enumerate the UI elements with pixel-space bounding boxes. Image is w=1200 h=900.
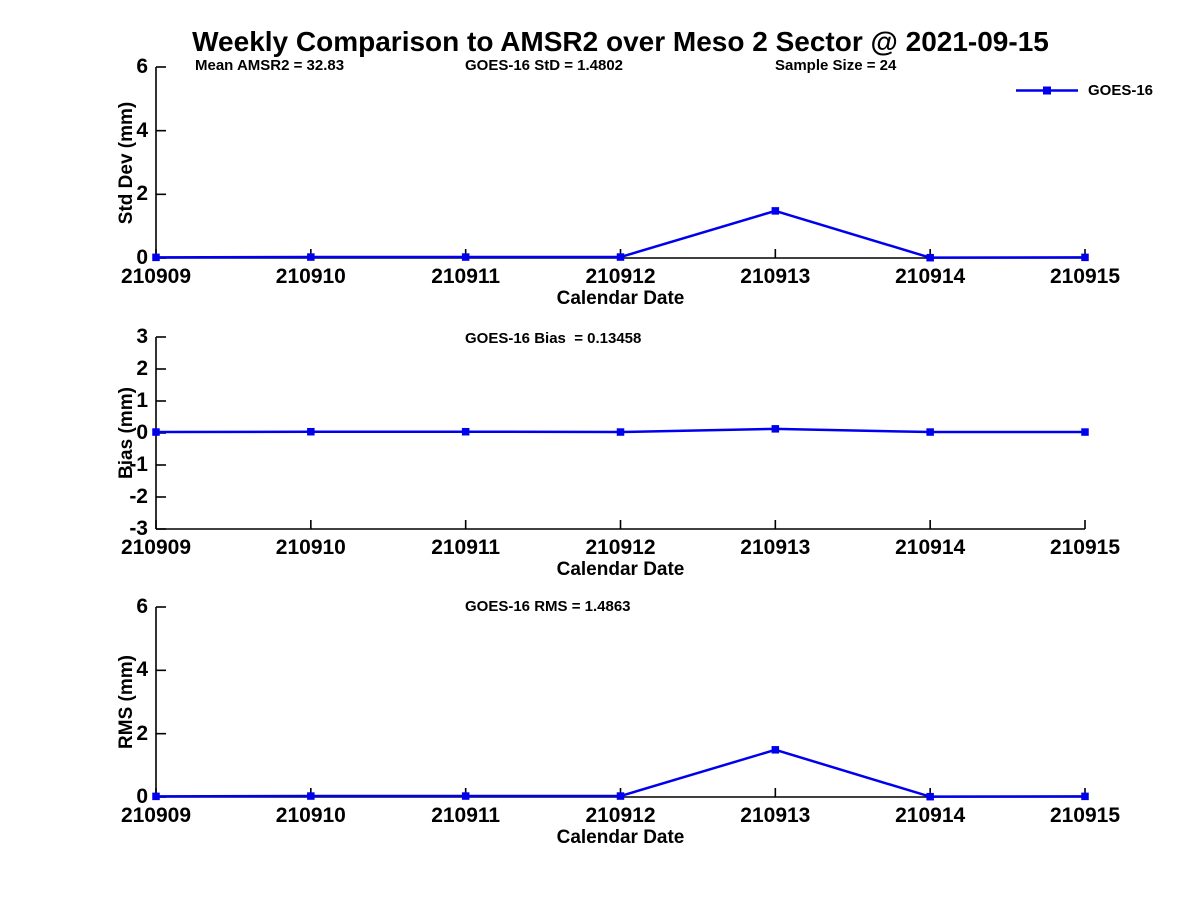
stat-annotation: Sample Size = 24 — [775, 57, 897, 74]
data-point-marker — [152, 253, 160, 262]
stat-annotation: GOES-16 RMS = 1.4863 — [465, 598, 631, 615]
data-point-marker — [771, 207, 780, 215]
y-tick-label: -1 — [129, 453, 148, 476]
x-axis-label: Calendar Date — [556, 827, 685, 848]
data-point-marker — [616, 428, 625, 436]
data-point-marker — [1081, 792, 1089, 801]
data-point-marker — [926, 253, 934, 262]
y-tick-label: -3 — [129, 517, 148, 540]
data-point-marker — [616, 253, 625, 261]
data-point-marker — [461, 792, 470, 800]
stat-annotation: GOES-16 Bias = 0.13458 — [465, 330, 642, 347]
x-tick-label: 210911 — [431, 804, 501, 827]
stat-annotation: GOES-16 StD = 1.4802 — [465, 57, 623, 74]
data-point-marker — [1081, 428, 1089, 436]
x-tick-label: 210914 — [895, 265, 966, 288]
y-tick-label: 6 — [136, 595, 148, 618]
y-tick-label: 2 — [136, 182, 148, 206]
legend-label: GOES-16 — [1088, 82, 1154, 99]
y-tick-label: 4 — [136, 658, 148, 682]
y-axis-label: RMS (mm) — [116, 655, 137, 749]
data-point-marker — [152, 428, 160, 436]
legend: GOES-16 — [1015, 82, 1153, 99]
y-tick-label: 0 — [136, 421, 148, 444]
x-tick-label: 210913 — [740, 804, 811, 827]
x-tick-label: 210910 — [275, 804, 346, 827]
x-tick-label: 210914 — [895, 804, 966, 827]
figure-title: Weekly Comparison to AMSR2 over Meso 2 S… — [192, 26, 1049, 57]
y-tick-label: 2 — [136, 721, 148, 745]
x-tick-label: 210913 — [740, 265, 811, 288]
x-axis-label: Calendar Date — [556, 559, 685, 580]
x-tick-label: 210910 — [275, 536, 346, 559]
x-tick-label: 210912 — [585, 804, 656, 827]
y-tick-label: 0 — [136, 246, 148, 269]
y-tick-label: 2 — [136, 357, 148, 380]
data-point-marker — [926, 428, 934, 436]
y-tick-label: 3 — [136, 325, 148, 348]
x-tick-label: 210912 — [585, 265, 656, 288]
y-tick-label: 6 — [136, 55, 148, 78]
x-tick-label: 210909 — [120, 804, 192, 827]
legend-line-icon — [1016, 86, 1078, 95]
x-tick-label: 210914 — [895, 536, 966, 559]
data-point-marker — [307, 792, 315, 800]
x-tick-label: 210915 — [1049, 536, 1121, 559]
data-point-marker — [461, 427, 470, 436]
data-point-marker — [461, 253, 470, 261]
x-tick-label: 210913 — [740, 536, 811, 559]
data-point-marker — [771, 425, 780, 433]
x-tick-label: 210915 — [1049, 265, 1121, 288]
data-point-marker — [926, 792, 934, 801]
y-tick-label: -2 — [129, 485, 148, 508]
y-tick-label: 4 — [136, 118, 148, 142]
x-tick-label: 210912 — [585, 536, 656, 559]
x-tick-label: 210909 — [120, 265, 192, 288]
data-point-marker — [307, 427, 315, 436]
data-point-marker — [771, 746, 780, 754]
x-tick-label: 210909 — [120, 536, 192, 559]
x-tick-label: 210910 — [275, 265, 346, 288]
data-point-marker — [616, 792, 625, 800]
x-tick-label: 210911 — [431, 265, 501, 288]
y-tick-label: 0 — [136, 785, 148, 808]
x-tick-label: 210911 — [431, 536, 501, 559]
data-point-marker — [307, 253, 315, 261]
x-tick-label: 210915 — [1049, 804, 1121, 827]
stat-annotation: Mean AMSR2 = 32.83 — [195, 57, 345, 74]
data-point-marker — [152, 792, 160, 801]
data-point-marker — [1081, 253, 1089, 262]
y-tick-label: 1 — [136, 389, 148, 412]
x-axis-label: Calendar Date — [556, 288, 685, 309]
